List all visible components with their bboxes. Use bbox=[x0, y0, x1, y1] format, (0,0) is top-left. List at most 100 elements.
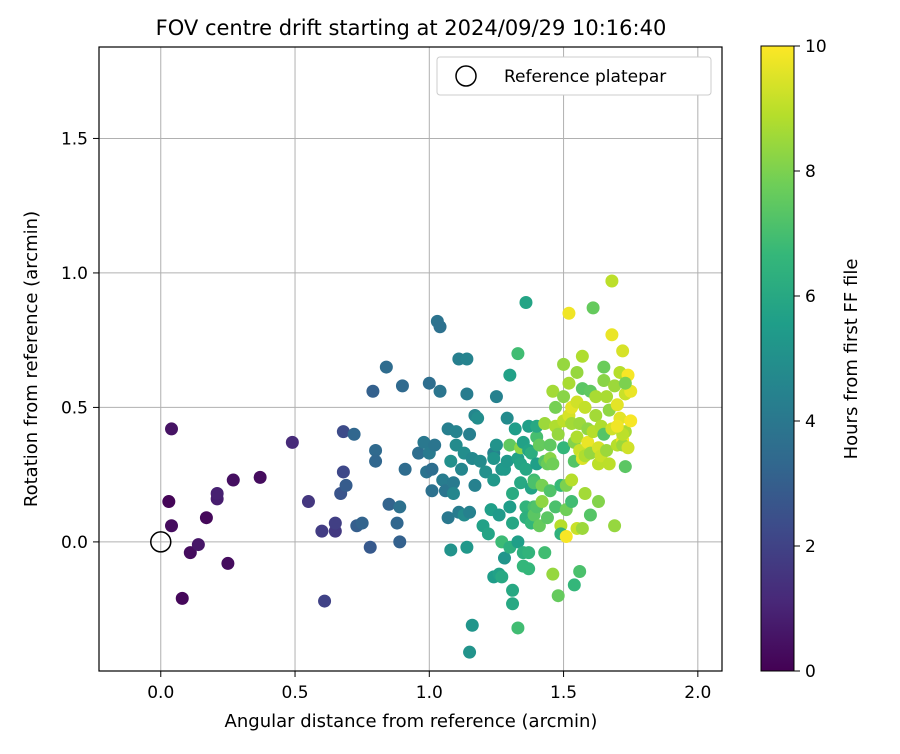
plot-background bbox=[99, 47, 722, 671]
data-point bbox=[602, 457, 616, 471]
data-point bbox=[497, 551, 511, 565]
x-tick-label: 0.0 bbox=[147, 683, 174, 703]
data-point bbox=[511, 621, 525, 635]
data-point bbox=[422, 376, 436, 390]
plot-area: 0.0 0.5 1.0 1.5 2.0 0.0 0.5 1.0 1.5 bbox=[61, 46, 723, 703]
data-point bbox=[433, 384, 447, 398]
y-tick-label: 1.0 bbox=[61, 264, 88, 284]
data-point bbox=[589, 408, 603, 422]
data-point bbox=[363, 540, 377, 554]
data-point bbox=[428, 438, 442, 452]
data-point bbox=[543, 484, 557, 498]
data-point bbox=[315, 524, 329, 538]
data-point bbox=[578, 400, 592, 414]
data-point bbox=[433, 320, 447, 334]
y-tick-label: 0.5 bbox=[61, 398, 88, 418]
data-point bbox=[565, 473, 579, 487]
data-point bbox=[253, 470, 267, 484]
colorbar: 0 2 4 6 8 10 Hours from first FF file bbox=[760, 37, 862, 682]
data-point bbox=[532, 438, 546, 452]
data-point bbox=[565, 495, 579, 509]
data-point bbox=[463, 427, 477, 441]
x-tick-label: 0.5 bbox=[282, 683, 309, 703]
data-point bbox=[441, 511, 455, 525]
data-point bbox=[597, 374, 611, 388]
data-point bbox=[538, 546, 552, 560]
data-point bbox=[503, 500, 517, 514]
y-axis-label: Rotation from reference (arcmin) bbox=[21, 211, 42, 507]
data-point bbox=[481, 527, 495, 541]
data-point bbox=[318, 594, 332, 608]
data-point bbox=[551, 427, 565, 441]
colorbar-tick-label: 8 bbox=[805, 162, 816, 182]
colorbar-gradient bbox=[760, 45, 795, 672]
colorbar-tick-label: 10 bbox=[805, 37, 827, 57]
data-point bbox=[463, 505, 477, 519]
data-point bbox=[508, 422, 522, 436]
data-point bbox=[471, 411, 485, 425]
data-point bbox=[600, 390, 614, 404]
x-tick-label: 1.0 bbox=[416, 683, 443, 703]
data-point bbox=[382, 497, 396, 511]
reference-marker-group bbox=[150, 531, 172, 553]
y-tick-label: 1.5 bbox=[61, 129, 88, 149]
legend-box bbox=[436, 56, 712, 96]
data-point bbox=[610, 398, 624, 412]
data-point bbox=[573, 564, 587, 578]
data-point bbox=[500, 411, 514, 425]
legend: Reference platepar bbox=[436, 56, 712, 96]
data-point bbox=[492, 508, 506, 522]
data-point bbox=[465, 618, 479, 632]
plot-frame bbox=[98, 46, 723, 672]
data-point bbox=[549, 500, 563, 514]
colorbar-label: Hours from first FF file bbox=[841, 259, 862, 460]
data-point bbox=[538, 417, 552, 431]
data-point bbox=[557, 357, 571, 371]
data-point bbox=[455, 462, 469, 476]
data-point bbox=[479, 465, 493, 479]
data-point bbox=[583, 508, 597, 522]
data-point bbox=[487, 452, 501, 466]
data-point bbox=[546, 567, 560, 581]
data-point bbox=[608, 519, 622, 533]
x-tick-label: 1.5 bbox=[550, 683, 577, 703]
data-point bbox=[393, 500, 407, 514]
data-point bbox=[532, 519, 546, 533]
data-point bbox=[425, 462, 439, 476]
data-point bbox=[449, 438, 463, 452]
colorbar-tick-label: 2 bbox=[805, 537, 816, 557]
data-point bbox=[210, 486, 224, 500]
data-point bbox=[546, 384, 560, 398]
data-point bbox=[621, 441, 635, 455]
legend-reference-marker bbox=[455, 65, 477, 87]
data-point bbox=[522, 546, 536, 560]
legend-reference-label: Reference platepar bbox=[504, 67, 666, 87]
data-point bbox=[328, 516, 342, 530]
y-tick-label: 0.0 bbox=[61, 533, 88, 553]
data-point bbox=[463, 645, 477, 659]
data-point bbox=[506, 597, 520, 611]
data-point bbox=[347, 427, 361, 441]
data-point bbox=[567, 578, 581, 592]
data-point bbox=[618, 460, 632, 474]
data-point bbox=[562, 306, 576, 320]
colorbar-tick-label: 6 bbox=[805, 287, 816, 307]
x-tick-label: 2.0 bbox=[684, 683, 711, 703]
data-point bbox=[503, 368, 517, 382]
data-point bbox=[489, 390, 503, 404]
data-point bbox=[226, 473, 240, 487]
data-point bbox=[412, 446, 426, 460]
data-points bbox=[162, 274, 638, 659]
data-point bbox=[519, 296, 533, 310]
data-point bbox=[605, 328, 619, 342]
data-point bbox=[366, 384, 380, 398]
data-point bbox=[162, 495, 176, 509]
data-point bbox=[519, 462, 533, 476]
data-point bbox=[597, 360, 611, 374]
data-point bbox=[543, 438, 557, 452]
data-point bbox=[444, 454, 458, 468]
data-point bbox=[500, 454, 514, 468]
colorbar-tick-label: 4 bbox=[805, 412, 816, 432]
data-point bbox=[355, 516, 369, 530]
colorbar-tick-label: 0 bbox=[805, 662, 816, 682]
